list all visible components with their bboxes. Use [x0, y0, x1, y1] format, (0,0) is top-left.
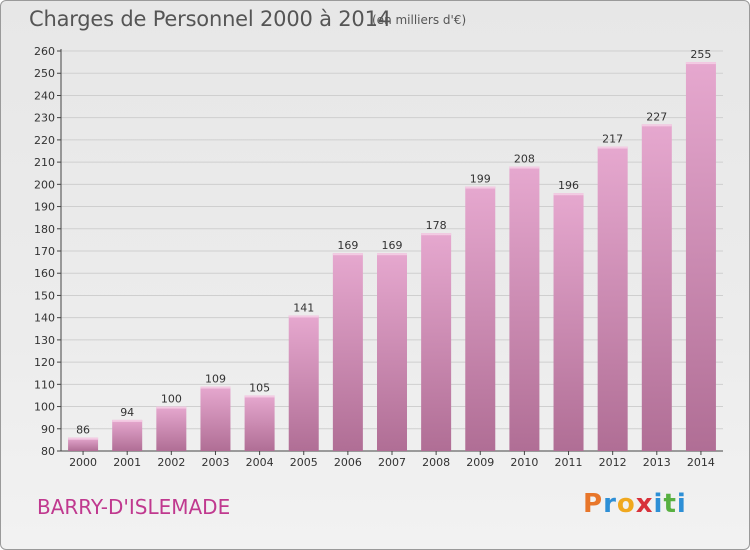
logo-letter: r	[603, 489, 617, 519]
value-label: 105	[249, 381, 270, 394]
y-tick-label: 260	[34, 45, 55, 58]
x-tick-label: 2013	[643, 456, 671, 469]
y-tick-label: 110	[34, 378, 55, 391]
value-label: 94	[120, 406, 134, 419]
bar	[244, 395, 275, 451]
y-tick-label: 130	[34, 334, 55, 347]
bar	[465, 186, 496, 452]
logo-letter: i	[653, 489, 664, 519]
chart-title: Charges de Personnel 2000 à 2014	[29, 7, 391, 31]
x-tick-label: 2000	[69, 456, 97, 469]
x-tick-label: 2010	[510, 456, 538, 469]
value-label: 208	[514, 153, 535, 166]
x-tick-label: 2002	[157, 456, 185, 469]
bar-top-highlight	[421, 233, 452, 236]
axis-layer: 8090100110120130140150160170180190200210…	[34, 45, 723, 469]
x-tick-label: 2011	[555, 456, 583, 469]
value-label: 227	[646, 110, 667, 123]
y-tick-label: 170	[34, 245, 55, 258]
logo-letter: x	[635, 489, 654, 519]
value-label: 109	[205, 373, 226, 386]
x-tick-label: 2007	[378, 456, 406, 469]
bar	[377, 253, 407, 451]
bar	[597, 146, 628, 452]
y-tick-label: 90	[41, 423, 55, 436]
bar	[200, 386, 231, 451]
value-label: 217	[602, 133, 623, 146]
bar-top-highlight	[685, 62, 716, 65]
y-tick-label: 180	[34, 223, 55, 236]
bar-top-highlight	[641, 124, 672, 127]
y-tick-label: 140	[34, 312, 55, 325]
x-tick-label: 2009	[466, 456, 494, 469]
bar	[553, 193, 584, 451]
bar-top-highlight	[112, 419, 143, 422]
chart-subtitle: (en milliers d'€)	[372, 13, 467, 27]
logo-letter: P	[583, 489, 604, 519]
y-tick-label: 230	[34, 112, 55, 125]
bar	[288, 315, 319, 451]
bar	[68, 437, 99, 451]
bar-top-highlight	[156, 406, 187, 409]
value-label: 169	[382, 239, 403, 252]
y-tick-label: 80	[41, 445, 55, 458]
bar-top-highlight	[288, 315, 319, 318]
value-label: 141	[293, 301, 314, 314]
y-tick-label: 160	[34, 267, 55, 280]
bar-top-highlight	[244, 395, 275, 398]
proxiti-logo: Proxiti	[583, 489, 687, 519]
value-label: 199	[470, 173, 491, 186]
logo-letter: o	[616, 489, 636, 519]
y-tick-label: 210	[34, 156, 55, 169]
value-label: 100	[161, 393, 182, 406]
y-tick-label: 220	[34, 134, 55, 147]
value-label: 86	[76, 424, 90, 437]
y-tick-label: 240	[34, 89, 55, 102]
bar-top-highlight	[332, 253, 363, 256]
x-tick-label: 2014	[687, 456, 715, 469]
y-tick-label: 150	[34, 289, 55, 302]
logo-letter: i	[676, 489, 687, 519]
y-tick-label: 250	[34, 67, 55, 80]
y-tick-label: 190	[34, 201, 55, 214]
y-tick-label: 200	[34, 178, 55, 191]
y-tick-label: 100	[34, 401, 55, 414]
bar	[156, 406, 187, 451]
x-tick-label: 2006	[334, 456, 362, 469]
bar-top-highlight	[200, 386, 231, 389]
bar	[332, 253, 363, 451]
bar	[112, 419, 143, 451]
bar-top-highlight	[597, 146, 628, 149]
bar	[421, 233, 452, 451]
x-tick-label: 2004	[246, 456, 274, 469]
bar	[685, 62, 716, 451]
x-tick-label: 2005	[290, 456, 318, 469]
bar-top-highlight	[465, 186, 496, 189]
logo-letter: t	[663, 489, 677, 519]
bar	[509, 166, 540, 452]
bar-layer	[68, 62, 716, 452]
x-tick-label: 2003	[201, 456, 229, 469]
place-name: BARRY-D'ISLEMADE	[37, 495, 231, 519]
bar-top-highlight	[377, 253, 407, 256]
bar-top-highlight	[553, 193, 584, 196]
x-tick-label: 2012	[599, 456, 627, 469]
bar	[641, 124, 672, 451]
y-tick-label: 120	[34, 356, 55, 369]
value-label: 178	[426, 219, 447, 232]
x-tick-label: 2001	[113, 456, 141, 469]
x-tick-label: 2008	[422, 456, 450, 469]
value-label: 255	[690, 48, 711, 61]
bar-top-highlight	[68, 437, 99, 440]
value-label: 169	[337, 239, 358, 252]
value-label: 196	[558, 179, 579, 192]
label-layer: 86 94 100 109 105 141 169 169 178 199 208 196 217 227…	[76, 48, 711, 437]
bar-top-highlight	[509, 166, 540, 169]
